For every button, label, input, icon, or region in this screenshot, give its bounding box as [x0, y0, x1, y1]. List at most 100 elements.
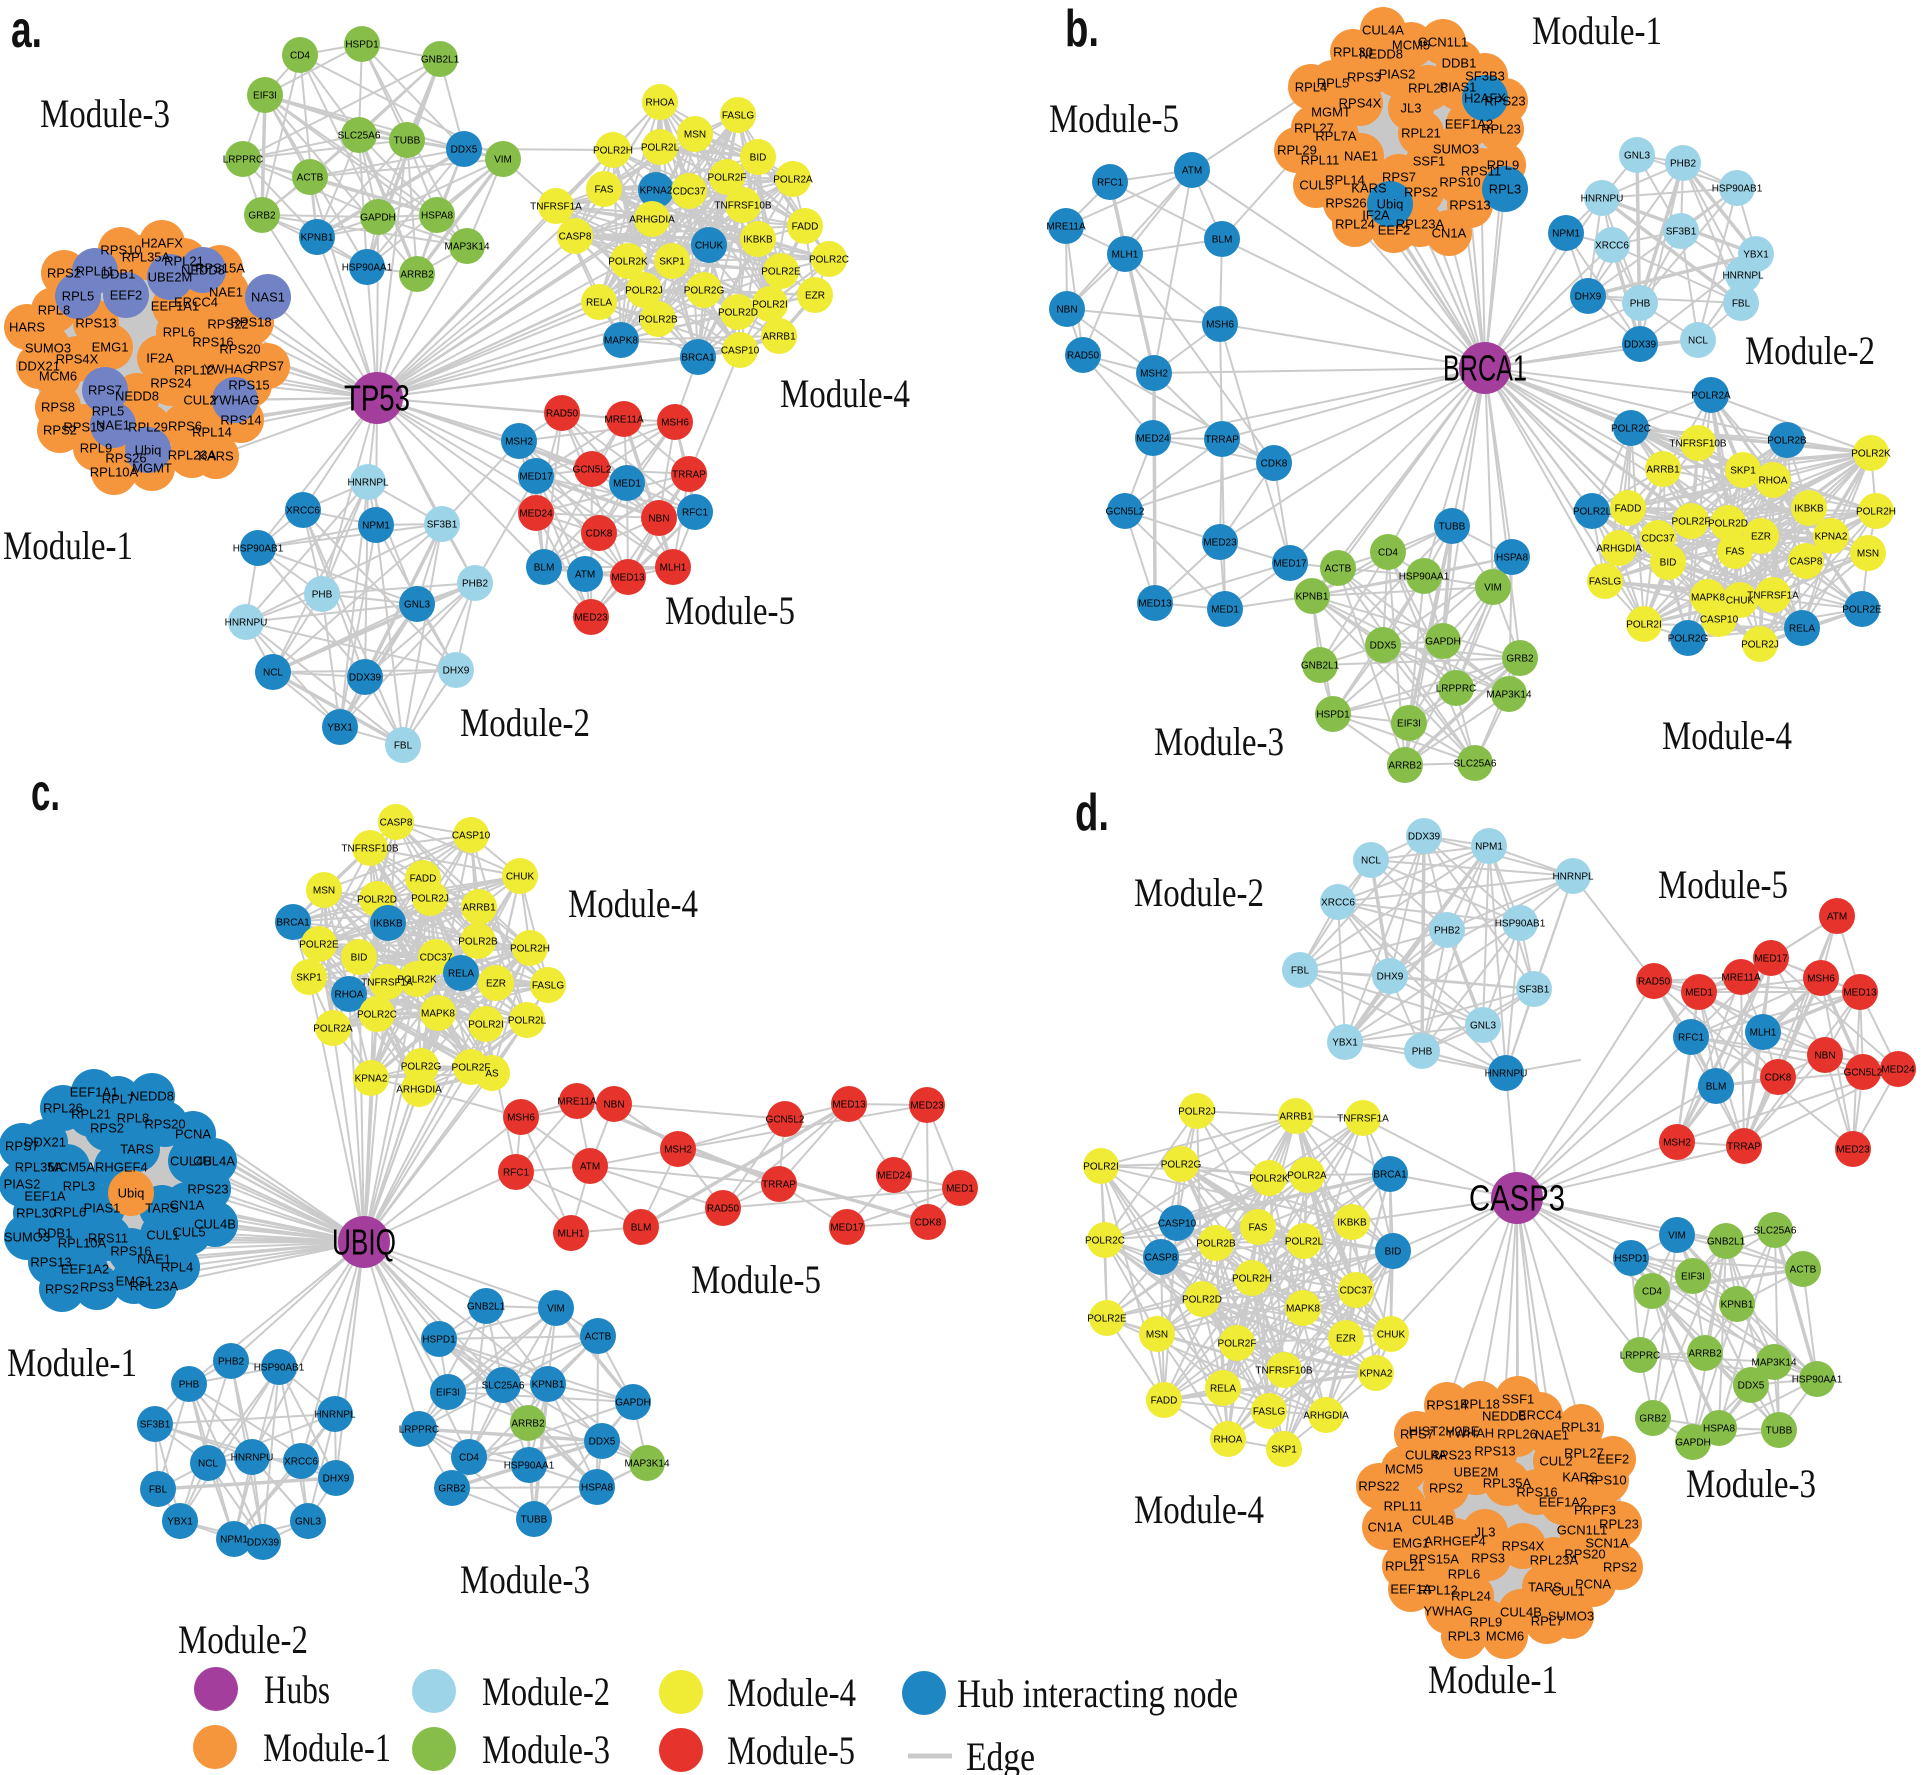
svg-text:HSPD1: HSPD1 [1614, 1254, 1648, 1265]
svg-text:RPL5: RPL5 [1317, 76, 1350, 91]
svg-text:RPL29: RPL29 [1277, 143, 1317, 158]
svg-text:EEF1A2: EEF1A2 [61, 1262, 109, 1277]
svg-text:NBN: NBN [603, 1100, 624, 1111]
svg-text:RPS4X: RPS4X [1502, 1539, 1545, 1554]
svg-text:MED13: MED13 [611, 573, 645, 584]
svg-text:RPS13: RPS13 [1474, 1444, 1515, 1459]
svg-text:RPS22: RPS22 [207, 317, 248, 332]
svg-text:RHOA: RHOA [335, 990, 364, 1001]
svg-text:TUBB: TUBB [521, 1515, 548, 1526]
svg-text:RPL12: RPL12 [1418, 1583, 1458, 1598]
svg-text:BRCA1: BRCA1 [1443, 348, 1527, 389]
svg-text:SLC25A6: SLC25A6 [338, 131, 381, 142]
svg-text:POLR2A: POLR2A [773, 175, 813, 186]
svg-text:GAPDH: GAPDH [1425, 637, 1461, 648]
svg-text:RPL21: RPL21 [1385, 1559, 1425, 1574]
svg-text:ATM: ATM [1182, 166, 1202, 177]
svg-text:MED13: MED13 [1843, 988, 1877, 999]
svg-text:RPS23: RPS23 [1430, 1448, 1471, 1463]
svg-text:GNL3: GNL3 [404, 600, 431, 611]
svg-text:NCL: NCL [1361, 856, 1381, 867]
svg-text:NCL: NCL [1688, 336, 1708, 347]
svg-text:MCM5: MCM5 [48, 1160, 86, 1175]
svg-text:ARRB2: ARRB2 [1688, 1349, 1722, 1360]
svg-text:ARRB1: ARRB1 [462, 903, 496, 914]
svg-text:IF2A: IF2A [146, 351, 174, 366]
svg-text:RPL35A: RPL35A [15, 1160, 64, 1175]
svg-text:DDX39: DDX39 [1408, 832, 1441, 843]
svg-text:RPL21: RPL21 [71, 1107, 111, 1122]
svg-text:RPL9: RPL9 [1487, 158, 1520, 173]
svg-text:MSN: MSN [1857, 549, 1879, 560]
svg-text:NPM1: NPM1 [362, 521, 390, 532]
svg-text:TRRAP: TRRAP [672, 470, 706, 481]
svg-text:RHOA: RHOA [646, 98, 675, 109]
svg-text:YWHAG: YWHAG [210, 393, 259, 408]
svg-text:NEDD8: NEDD8 [181, 263, 225, 278]
svg-text:DDX21: DDX21 [24, 1135, 66, 1150]
svg-text:POLR2D: POLR2D [1182, 1295, 1222, 1306]
svg-text:MED17: MED17 [830, 1223, 864, 1234]
svg-text:Hub interacting node: Hub interacting node [957, 1671, 1238, 1716]
svg-text:SLC25A6: SLC25A6 [1454, 759, 1497, 770]
svg-text:FADD: FADD [1151, 1396, 1178, 1407]
svg-text:RPS22: RPS22 [1358, 1479, 1399, 1494]
svg-text:RPS14: RPS14 [1426, 1398, 1467, 1413]
svg-text:EEF2: EEF2 [1597, 1452, 1630, 1467]
svg-text:POLR2C: POLR2C [1611, 424, 1651, 435]
svg-text:POLR2E: POLR2E [761, 267, 801, 278]
svg-text:a.: a. [11, 1, 42, 59]
svg-text:HSPA8: HSPA8 [581, 1483, 613, 1494]
svg-text:VIM: VIM [494, 155, 512, 166]
svg-text:GRB2: GRB2 [438, 1484, 466, 1495]
svg-text:Module-3: Module-3 [1154, 719, 1284, 764]
svg-text:MLH1: MLH1 [660, 563, 687, 574]
svg-text:IKBKB: IKBKB [1337, 1218, 1367, 1229]
svg-text:ARRB2: ARRB2 [511, 1419, 545, 1430]
svg-text:RPS2: RPS2 [1404, 185, 1438, 200]
svg-text:RPL8: RPL8 [117, 1111, 150, 1126]
svg-text:HNRNPL: HNRNPL [347, 478, 389, 489]
svg-text:CHUK: CHUK [695, 241, 724, 252]
svg-text:Ubiq: Ubiq [1377, 197, 1404, 212]
svg-text:MED24: MED24 [1136, 434, 1170, 445]
svg-text:CDC37: CDC37 [420, 953, 453, 964]
svg-text:CN1A: CN1A [1368, 1520, 1403, 1535]
svg-text:PIAS2: PIAS2 [4, 1177, 41, 1192]
svg-text:Module-3: Module-3 [460, 1557, 590, 1602]
svg-text:POLR2D: POLR2D [718, 308, 758, 319]
svg-text:SKP1: SKP1 [659, 257, 685, 268]
svg-text:TNFRSF1A: TNFRSF1A [1747, 591, 1799, 602]
svg-text:CASP10: CASP10 [721, 346, 760, 357]
svg-text:CDK8: CDK8 [586, 529, 613, 540]
svg-text:HSP90AA1: HSP90AA1 [504, 1461, 555, 1472]
svg-text:BLM: BLM [1212, 235, 1233, 246]
svg-text:RPS10: RPS10 [100, 243, 141, 258]
svg-text:RPS26: RPS26 [105, 451, 146, 466]
svg-text:CHUK: CHUK [1726, 596, 1755, 607]
svg-text:MAPK8: MAPK8 [421, 1009, 455, 1020]
svg-text:GCN5L2: GCN5L2 [766, 1115, 805, 1126]
svg-text:RPL7A: RPL7A [1315, 129, 1357, 144]
svg-text:MED23: MED23 [1203, 538, 1237, 549]
svg-text:DDX5: DDX5 [589, 1437, 616, 1448]
svg-text:SF3B1: SF3B1 [1666, 227, 1697, 238]
svg-text:CD4: CD4 [1378, 548, 1398, 559]
svg-text:XRCC6: XRCC6 [286, 506, 320, 517]
svg-text:DDB1: DDB1 [1442, 56, 1477, 71]
svg-text:BLM: BLM [534, 563, 555, 574]
svg-text:GNB2L1: GNB2L1 [1301, 661, 1340, 672]
svg-text:MAPK8: MAPK8 [1286, 1304, 1320, 1315]
svg-text:SF3B1: SF3B1 [1519, 985, 1550, 996]
svg-text:RFC1: RFC1 [503, 1168, 530, 1179]
svg-text:TNFRSF1A: TNFRSF1A [361, 978, 413, 989]
svg-text:MSN: MSN [684, 130, 706, 141]
svg-text:BID: BID [750, 153, 767, 164]
svg-text:RPL29: RPL29 [128, 420, 168, 435]
svg-text:FASLG: FASLG [532, 981, 564, 992]
svg-text:RPL3: RPL3 [1489, 182, 1522, 197]
svg-text:POLR2G: POLR2G [684, 286, 725, 297]
svg-text:CASP10: CASP10 [1158, 1219, 1197, 1230]
svg-text:POLR2D: POLR2D [1708, 519, 1748, 530]
svg-text:IKBKB: IKBKB [373, 919, 403, 930]
